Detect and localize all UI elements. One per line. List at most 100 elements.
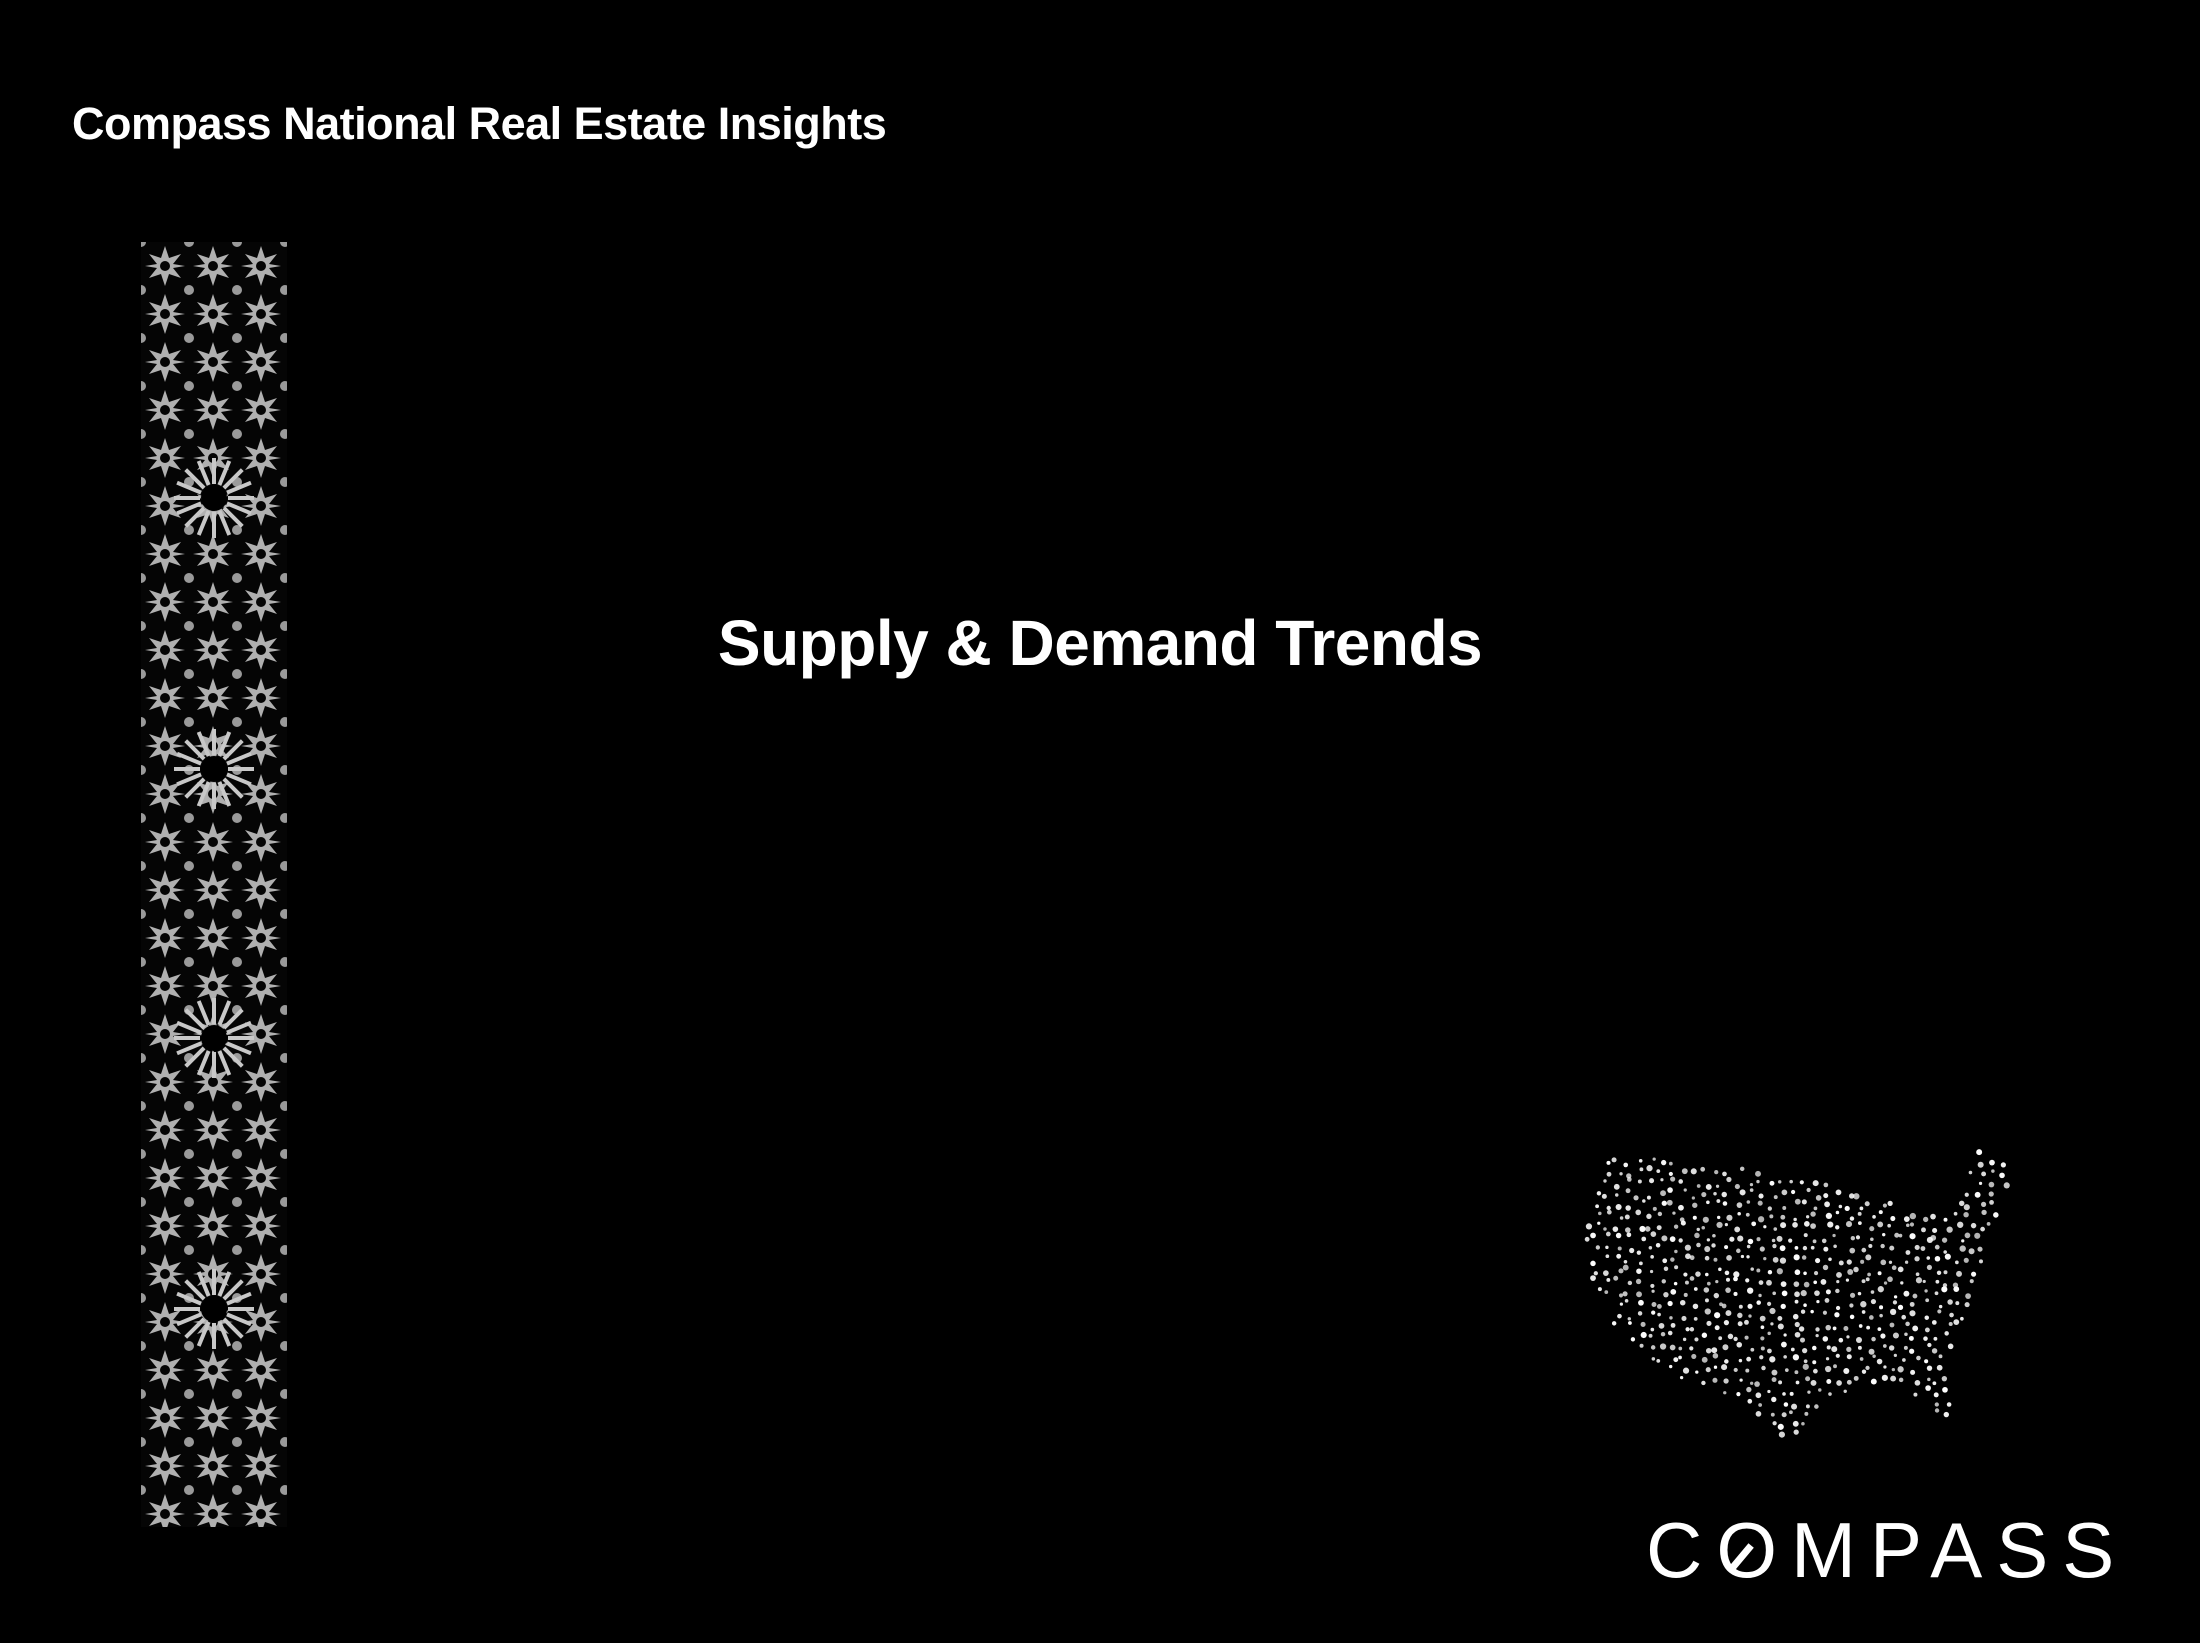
map-dot: [1821, 1238, 1827, 1244]
map-dot: [1989, 1159, 1995, 1166]
map-dot: [1836, 1380, 1842, 1386]
map-dot: [1715, 1279, 1719, 1284]
map-dot: [1974, 1191, 1981, 1198]
map-dot: [1894, 1232, 1900, 1238]
map-dot: [1652, 1206, 1657, 1211]
map-dot: [1660, 1331, 1666, 1337]
map-dot: [1733, 1367, 1738, 1373]
map-dot: [1681, 1168, 1688, 1175]
map-dot: [1968, 1248, 1975, 1255]
map-dot: [1822, 1310, 1828, 1315]
map-dot: [1938, 1304, 1943, 1309]
map-dot: [1755, 1411, 1762, 1417]
map-dot: [1714, 1325, 1720, 1331]
map-dot: [1943, 1270, 1948, 1275]
map-dot: [1763, 1256, 1767, 1261]
map-dot: [1776, 1235, 1783, 1242]
map-dot: [1706, 1200, 1710, 1205]
map-dot: [1860, 1301, 1867, 1308]
map-dot: [1684, 1244, 1691, 1251]
map-dot: [1670, 1322, 1676, 1328]
map-dot: [1977, 1161, 1984, 1168]
map-dot: [1864, 1201, 1870, 1207]
map-dot: [1800, 1309, 1806, 1314]
map-dot: [1733, 1291, 1738, 1297]
map-dot: [1978, 1259, 1983, 1264]
map-dot: [1976, 1149, 1983, 1156]
map-dot: [1725, 1277, 1731, 1282]
rosette: [174, 998, 254, 1078]
map-dot: [1670, 1176, 1676, 1182]
map-dot: [1646, 1213, 1652, 1220]
map-dot: [1891, 1367, 1896, 1372]
map-dot: [1880, 1259, 1887, 1266]
map-dot: [1597, 1287, 1602, 1292]
map-dot: [1766, 1279, 1772, 1286]
map-dot: [1773, 1227, 1778, 1231]
map-dot: [1721, 1364, 1728, 1371]
map-dot: [1832, 1326, 1837, 1331]
map-dot: [1606, 1160, 1611, 1165]
map-dot: [1933, 1392, 1939, 1398]
map-dot: [1900, 1281, 1904, 1285]
map-dot: [1750, 1267, 1754, 1271]
map-dot: [1824, 1201, 1830, 1208]
map-dot: [1923, 1336, 1928, 1341]
map-dot: [1977, 1246, 1983, 1252]
map-dot: [1682, 1367, 1690, 1374]
logo-wordmark: COMPASS: [1646, 1506, 2129, 1594]
map-dot: [1705, 1347, 1712, 1354]
map-dot: [1836, 1272, 1842, 1278]
map-dot: [1613, 1275, 1619, 1281]
map-dot: [1618, 1293, 1624, 1298]
map-dot: [1880, 1333, 1886, 1339]
map-dot: [1794, 1291, 1800, 1298]
map-dot: [1935, 1279, 1940, 1284]
map-dot: [1648, 1245, 1653, 1250]
map-dot: [1850, 1292, 1856, 1298]
map-dot: [1934, 1244, 1940, 1250]
map-dot: [1618, 1268, 1624, 1274]
map-dot: [1941, 1286, 1948, 1293]
map-dot: [1779, 1257, 1787, 1264]
map-dot: [1926, 1256, 1931, 1260]
map-dot: [1746, 1244, 1751, 1249]
map-dot: [1947, 1299, 1953, 1305]
map-dot: [1800, 1290, 1807, 1297]
map-dot: [1756, 1179, 1760, 1184]
map-dot: [1689, 1276, 1695, 1281]
map-dot: [1835, 1353, 1840, 1358]
map-dot: [1773, 1195, 1778, 1200]
map-dot: [2000, 1162, 2006, 1168]
map-dot: [1745, 1212, 1750, 1217]
map-dot: [1847, 1269, 1854, 1275]
map-dot: [1857, 1345, 1862, 1350]
map-dot: [1870, 1237, 1874, 1242]
map-dot: [1641, 1236, 1647, 1242]
map-dot: [1806, 1215, 1810, 1219]
map-dot: [1903, 1345, 1908, 1350]
map-dot: [1694, 1337, 1699, 1342]
map-dot: [1754, 1381, 1760, 1387]
map-dot: [1855, 1235, 1861, 1240]
map-dot: [1625, 1227, 1631, 1233]
map-dot: [1804, 1411, 1809, 1416]
map-dot: [1780, 1281, 1787, 1288]
map-dot: [1736, 1341, 1743, 1348]
map-dot: [1636, 1291, 1642, 1298]
map-dot: [1683, 1188, 1687, 1192]
map-dot: [1750, 1347, 1755, 1352]
map-dot: [1953, 1319, 1960, 1325]
map-dot: [1781, 1189, 1788, 1196]
map-dot: [1760, 1346, 1765, 1351]
map-dot: [1924, 1315, 1930, 1320]
map-dot: [1734, 1184, 1740, 1190]
map-dot: [1893, 1295, 1898, 1299]
map-dot: [1701, 1356, 1708, 1363]
map-dot: [1870, 1299, 1877, 1305]
map-dot: [1865, 1254, 1872, 1261]
map-dot: [1932, 1227, 1938, 1234]
map-dot: [1625, 1188, 1631, 1194]
map-dot: [1767, 1348, 1772, 1354]
map-dot: [1825, 1212, 1833, 1220]
